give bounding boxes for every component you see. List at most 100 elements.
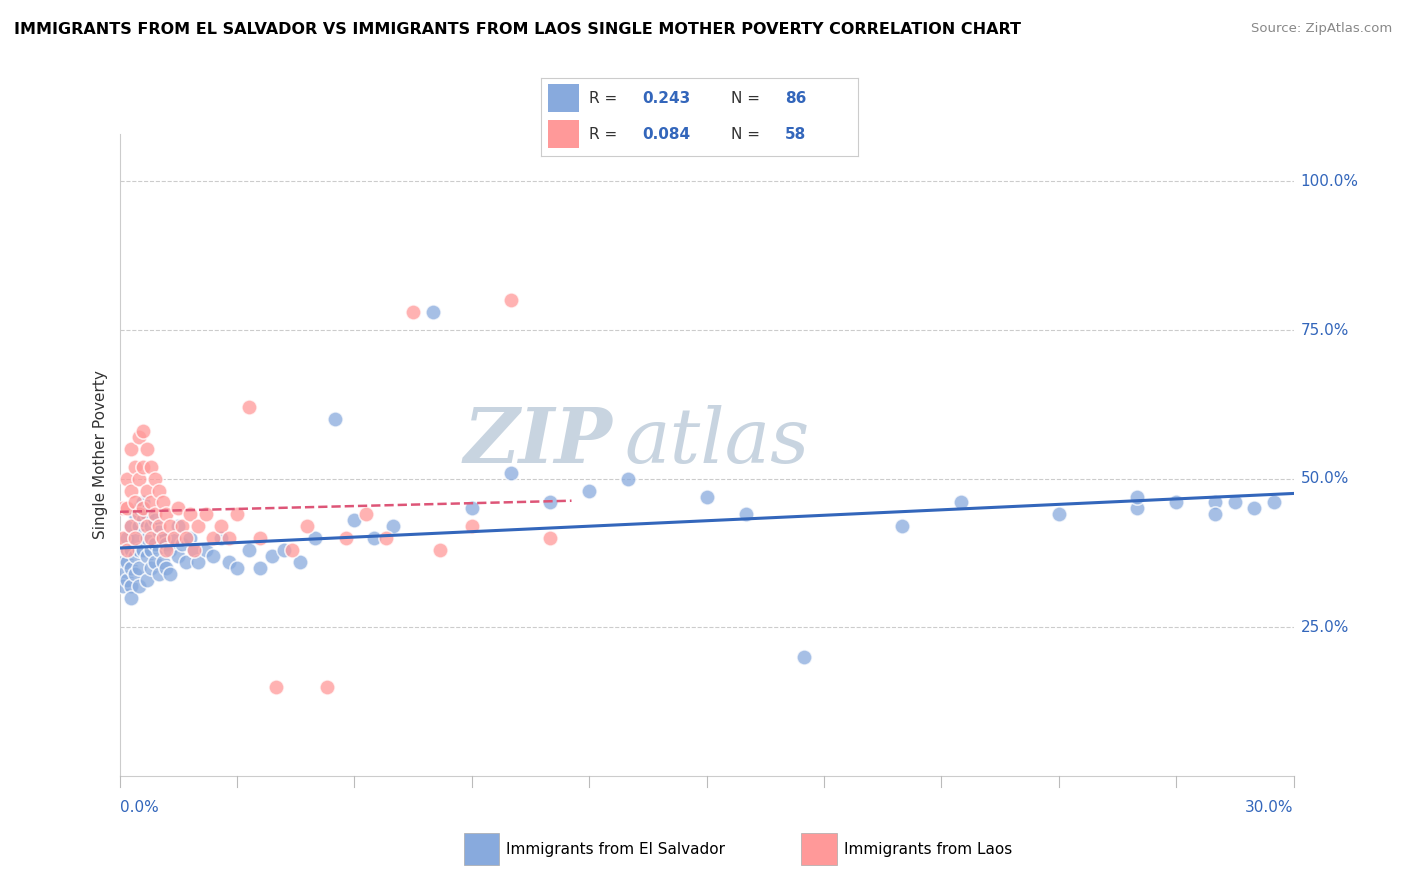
Point	[1243, 501, 1265, 516]
Point	[323, 412, 346, 426]
Point	[297, 519, 319, 533]
Point	[194, 508, 217, 522]
Point	[120, 543, 142, 558]
Point	[316, 680, 339, 694]
Point	[402, 305, 425, 319]
Point	[139, 543, 162, 558]
Point	[1263, 495, 1285, 509]
Text: Immigrants from Laos: Immigrants from Laos	[844, 842, 1012, 856]
Text: ZIP: ZIP	[464, 405, 613, 479]
Point	[343, 513, 366, 527]
Point	[132, 543, 155, 558]
Point	[273, 543, 295, 558]
Point	[354, 508, 377, 522]
Point	[120, 591, 142, 605]
Y-axis label: Single Mother Poverty: Single Mother Poverty	[93, 370, 108, 540]
Point	[148, 543, 170, 558]
Point	[183, 543, 205, 558]
Point	[135, 483, 157, 498]
Text: 25.0%: 25.0%	[1301, 620, 1348, 635]
Point	[148, 519, 170, 533]
Point	[1126, 501, 1149, 516]
Text: 50.0%: 50.0%	[1301, 471, 1348, 486]
Point	[949, 495, 972, 509]
Text: N =: N =	[731, 90, 765, 105]
Point	[891, 519, 914, 533]
Text: atlas: atlas	[624, 405, 810, 479]
Point	[460, 501, 484, 516]
Point	[172, 537, 194, 551]
Point	[155, 543, 177, 558]
Point	[132, 501, 155, 516]
Point	[179, 508, 201, 522]
Point	[112, 566, 135, 581]
Point	[124, 495, 146, 509]
Text: 0.084: 0.084	[643, 127, 690, 142]
Point	[578, 483, 600, 498]
Point	[167, 501, 190, 516]
Point	[155, 508, 177, 522]
Text: Immigrants from El Salvador: Immigrants from El Salvador	[506, 842, 725, 856]
Point	[238, 401, 260, 415]
Text: 58: 58	[785, 127, 806, 142]
Point	[132, 513, 155, 527]
Point	[139, 459, 162, 474]
Point	[429, 543, 451, 558]
Point	[148, 566, 170, 581]
Text: 86: 86	[785, 90, 806, 105]
Point	[152, 531, 174, 545]
Point	[135, 508, 157, 522]
Point	[335, 531, 357, 545]
Point	[1126, 490, 1149, 504]
Point	[120, 519, 142, 533]
Point	[148, 483, 170, 498]
Point	[112, 579, 135, 593]
Point	[163, 531, 186, 545]
Point	[209, 519, 232, 533]
Text: Source: ZipAtlas.com: Source: ZipAtlas.com	[1251, 22, 1392, 36]
Point	[179, 531, 201, 545]
Point	[135, 531, 157, 545]
Point	[460, 519, 484, 533]
Point	[139, 519, 162, 533]
Point	[538, 531, 561, 545]
Point	[155, 537, 177, 551]
Point	[499, 293, 522, 308]
Point	[143, 555, 166, 569]
Text: 0.243: 0.243	[643, 90, 690, 105]
Point	[128, 561, 150, 575]
Point	[135, 549, 157, 563]
Point	[128, 543, 150, 558]
Point	[187, 555, 209, 569]
Point	[174, 555, 197, 569]
Point	[538, 495, 561, 509]
Point	[734, 508, 756, 522]
Point	[167, 549, 190, 563]
Point	[112, 555, 135, 569]
Point	[174, 531, 197, 545]
Point	[117, 531, 139, 545]
Point	[120, 442, 142, 456]
Point	[117, 555, 139, 569]
Point	[1223, 495, 1246, 509]
Text: N =: N =	[731, 127, 765, 142]
Point	[280, 543, 302, 558]
Point	[617, 472, 640, 486]
FancyBboxPatch shape	[548, 120, 579, 148]
Point	[249, 531, 271, 545]
Point	[112, 531, 135, 545]
Point	[124, 459, 146, 474]
Point	[143, 508, 166, 522]
Point	[152, 531, 174, 545]
Point	[1047, 508, 1070, 522]
Point	[225, 561, 249, 575]
Point	[117, 543, 139, 558]
Text: 0.0%: 0.0%	[120, 800, 159, 814]
Point	[112, 501, 135, 516]
Point	[202, 549, 225, 563]
Point	[120, 483, 142, 498]
Point	[202, 531, 225, 545]
Point	[128, 472, 150, 486]
Text: 100.0%: 100.0%	[1301, 174, 1358, 189]
Point	[139, 531, 162, 545]
